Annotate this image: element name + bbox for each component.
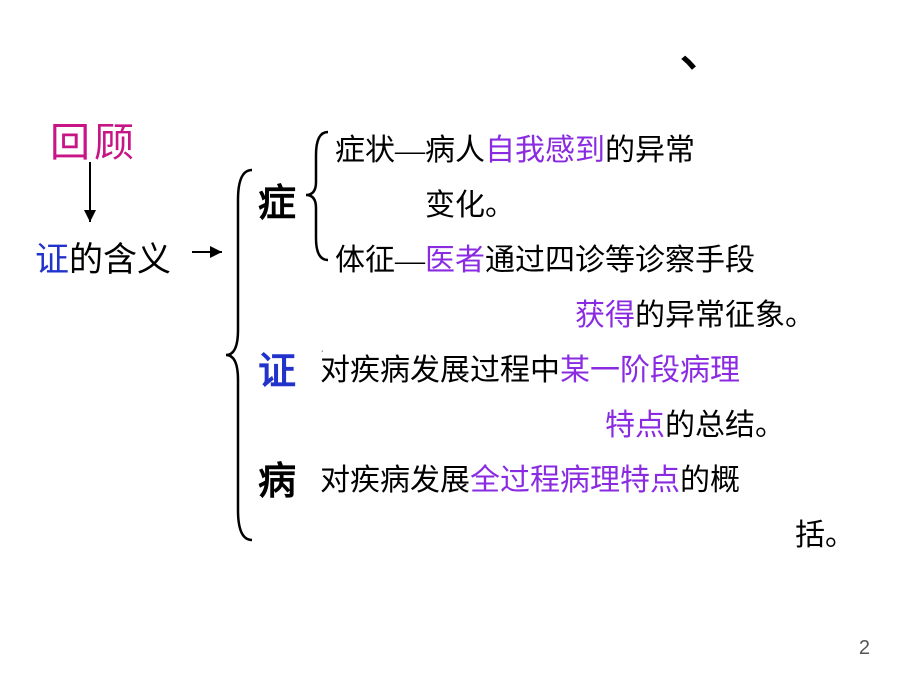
- zheng1-sub2-mid: 通过四诊等诊察手段: [485, 244, 755, 277]
- branch-bing-label: 病: [258, 450, 296, 505]
- zheng1-sub1-suffix: 的异常: [605, 134, 695, 167]
- zheng2-suffix: 的总结。: [665, 409, 785, 442]
- branch-zheng1-label: 症: [258, 172, 296, 227]
- zheng1-sub1-prefix: 症状—病人: [335, 134, 485, 167]
- zheng1-sub2-line1: 体征—医者通过四诊等诊察手段: [335, 235, 755, 279]
- zheng2-hl1: 某一阶段病理: [560, 354, 740, 387]
- bing-line1: 对疾病发展全过程病理特点的概: [320, 455, 740, 499]
- zheng1-sub2-prefix: 体征—: [335, 244, 425, 277]
- bing-suffix: 的概: [680, 464, 740, 497]
- page-number: 2: [859, 637, 870, 660]
- zheng1-sub2-suffix: 的异常征象。: [635, 299, 815, 332]
- zheng2-prefix: 对疾病发展过程中: [320, 354, 560, 387]
- footer-dot: ·: [320, 345, 325, 361]
- zheng1-sub2-hl2: 获得: [575, 299, 635, 332]
- zheng2-line1: 对疾病发展过程中某一阶段病理: [320, 345, 740, 389]
- zheng2-hl2: 特点: [605, 409, 665, 442]
- bing-line2: 括。: [795, 510, 855, 554]
- zheng1-sub1-line2: 变化。: [425, 180, 515, 224]
- zheng1-sub1-line1: 症状—病人自我感到的异常: [335, 125, 695, 169]
- zheng1-sub2-hl1: 医者: [425, 244, 485, 277]
- zheng2-line2: 特点的总结。: [605, 400, 785, 444]
- branch-zheng2-label: 证: [258, 340, 296, 395]
- bing-hl: 全过程病理特点: [470, 464, 680, 497]
- zheng1-sub2-line2: 获得的异常征象。: [575, 290, 815, 334]
- bing-prefix: 对疾病发展: [320, 464, 470, 497]
- zheng1-sub1-hl: 自我感到: [485, 134, 605, 167]
